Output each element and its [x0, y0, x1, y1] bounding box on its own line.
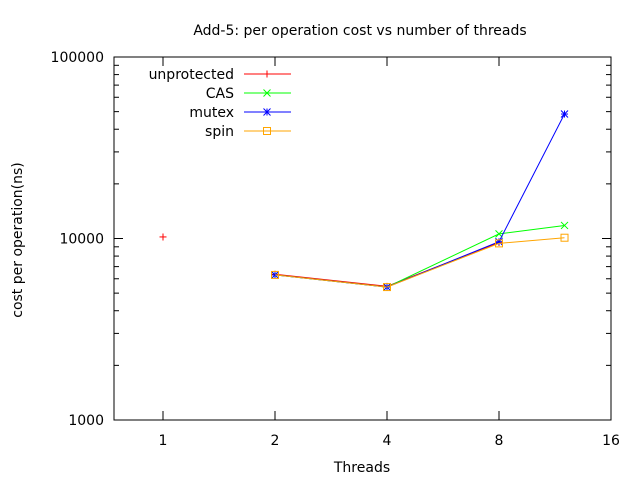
x-tick-label: 1 — [159, 433, 168, 449]
x-axis-label: Threads — [333, 460, 390, 476]
data-point — [383, 283, 391, 292]
square-outline — [263, 127, 271, 135]
x-stroke — [495, 230, 503, 238]
y-tick-label: 10000 — [59, 232, 104, 248]
data-point — [560, 110, 569, 118]
legend-item: spin — [205, 124, 291, 140]
x-stroke — [263, 89, 271, 97]
data-point — [271, 270, 279, 279]
legend-label: unprotected — [149, 67, 234, 83]
x-tick-label: 4 — [383, 433, 392, 449]
x-tick-label: 2 — [271, 433, 280, 449]
y-tick-label: 1000 — [68, 413, 104, 429]
square-outline — [383, 283, 391, 292]
axis-ticks — [114, 56, 612, 421]
series-layer — [159, 110, 569, 292]
series-line — [274, 113, 565, 288]
square-outline — [495, 239, 503, 248]
square-outline — [271, 270, 279, 279]
series-line — [274, 237, 565, 288]
series-mutex — [271, 110, 569, 291]
series-line — [274, 225, 565, 288]
legend-item: mutex — [189, 105, 291, 121]
legend-swatch-marker — [263, 127, 271, 135]
x-stroke — [560, 221, 569, 230]
data-point — [159, 233, 167, 241]
series-cas — [271, 221, 569, 291]
legend-swatch-marker — [263, 89, 271, 97]
y-axis-label: cost per operation(ns) — [10, 162, 26, 318]
legend-item: unprotected — [149, 67, 291, 83]
axis-tick-labels: 1 2 4 8 16 1000 10000 100000 — [51, 50, 620, 449]
legend-label: spin — [205, 124, 234, 140]
series-spin — [271, 233, 569, 292]
legend-label: mutex — [189, 105, 234, 121]
series-line — [274, 242, 500, 287]
legend: unprotected CAS mutex spin — [149, 67, 291, 140]
x-tick-label: 16 — [602, 433, 620, 449]
x-tick-label: 8 — [495, 433, 504, 449]
legend-swatch-marker — [263, 70, 271, 78]
y-tick-label: 100000 — [51, 50, 104, 66]
chart-title: Add-5: per operation cost vs number of t… — [193, 23, 526, 39]
legend-label: CAS — [206, 86, 234, 102]
data-point — [495, 239, 503, 248]
star-stroke — [560, 110, 569, 118]
legend-swatch-marker — [263, 108, 271, 116]
star-stroke — [263, 108, 271, 116]
data-point — [560, 221, 569, 230]
data-point — [560, 233, 569, 242]
square-outline — [560, 233, 569, 242]
legend-item: CAS — [206, 86, 291, 102]
